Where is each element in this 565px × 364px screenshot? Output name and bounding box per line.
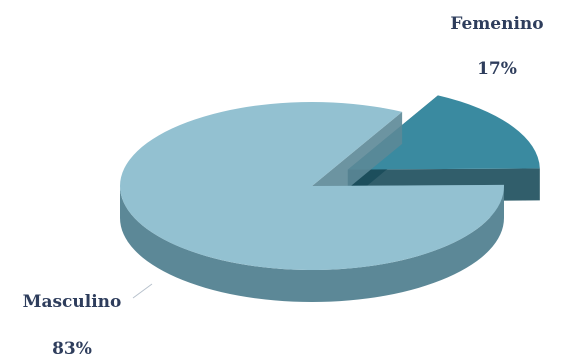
pie-slice-masculino	[120, 101, 505, 302]
pie-top-femenino	[347, 95, 540, 170]
slice-label-femenino: Femenino	[450, 14, 543, 34]
pie-side-masculino	[120, 186, 504, 302]
pie-slices-group	[120, 95, 540, 302]
pie-top-masculino	[120, 101, 505, 271]
masculino-leader-line	[132, 283, 153, 299]
slice-label-masculino: Masculino	[23, 292, 122, 312]
slice-percent-femenino: 17%	[477, 59, 517, 79]
slice-percent-masculino: 83%	[52, 339, 92, 359]
